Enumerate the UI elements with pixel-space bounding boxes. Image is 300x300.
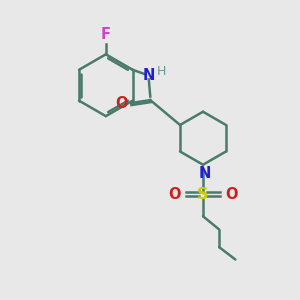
Text: O: O — [225, 187, 238, 202]
Text: O: O — [116, 95, 128, 110]
Text: O: O — [168, 187, 181, 202]
Text: N: N — [198, 166, 211, 181]
Text: H: H — [157, 65, 166, 78]
Text: N: N — [142, 68, 155, 82]
Text: F: F — [101, 27, 111, 42]
Text: S: S — [197, 187, 209, 202]
